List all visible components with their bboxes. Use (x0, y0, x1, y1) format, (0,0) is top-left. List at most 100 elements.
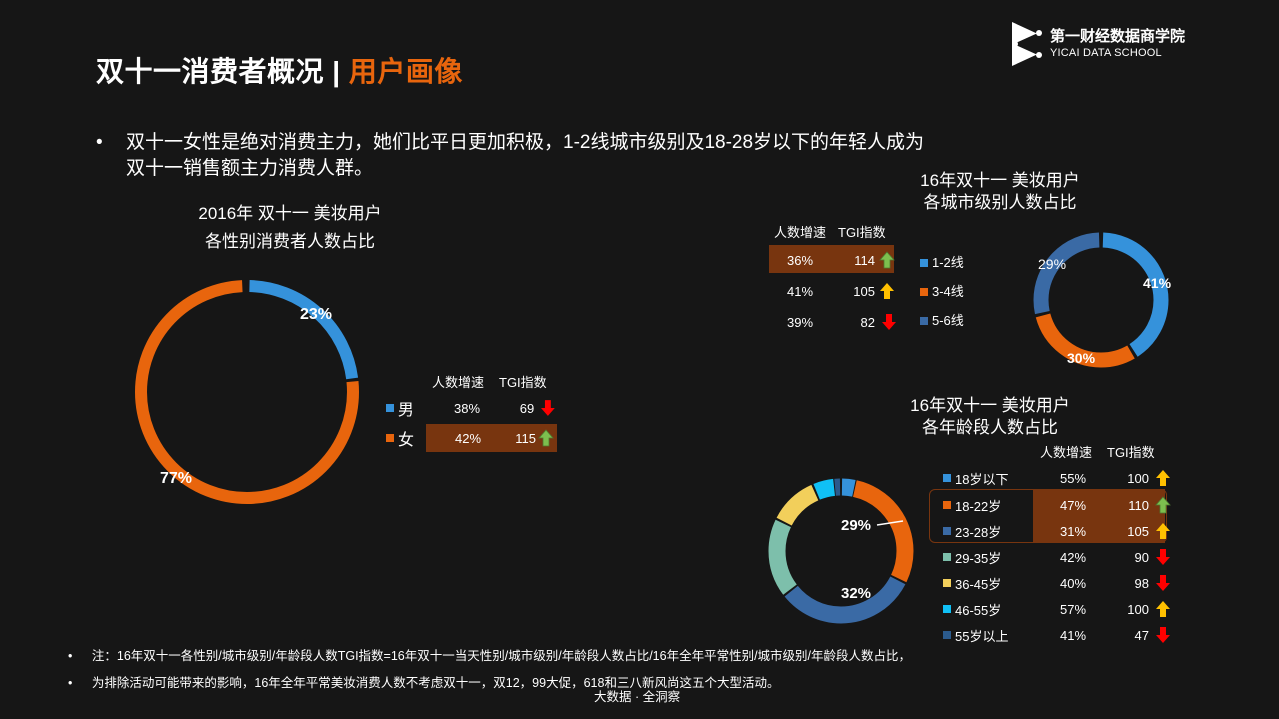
age-growth: 47% (1059, 497, 1087, 513)
gender-label: 女 (398, 432, 415, 449)
note-2-text: 为排除活动可能带来的影响，16年全年平常美妆消费人数不考虑双十一，双12，99大… (91, 676, 780, 690)
age-growth: 40% (1059, 575, 1087, 591)
arrow-up-icon (879, 251, 895, 269)
age-tgi: 90 (1134, 549, 1149, 565)
gender-label: 男 (397, 402, 414, 419)
age-header-tgi: TGI指数 (1107, 445, 1155, 460)
age-label: 23-28岁 (955, 524, 1002, 540)
page-title: 双十一消费者概况 | 用户画像 (96, 50, 463, 90)
footer-slogan: 大数据 · 全洞察 (594, 690, 681, 704)
title-accent: 用户画像 (348, 56, 463, 87)
city-tgi: 105 (853, 283, 875, 299)
arrow-down-icon (1155, 574, 1171, 592)
age-row: 36-45岁 40% 98 (943, 569, 1171, 597)
age-slice-18-22 (768, 478, 914, 624)
gender-growth: 42% (454, 430, 482, 446)
city-row-highlight (769, 245, 894, 273)
arrow-down-icon (1155, 548, 1171, 566)
city-title-line2: 各城市级别人数占比 (923, 193, 1077, 212)
legend-swatch (920, 288, 928, 296)
arrow-down-icon (1155, 626, 1171, 644)
city-row: 36% 114 (769, 246, 895, 274)
bullet-line-1: 双十一女性是绝对消费主力，她们比平日更加积极，1-2线城市级别及18-28岁以下… (126, 132, 925, 153)
legend-swatch (943, 553, 951, 561)
gender-label-female: 77% (160, 470, 192, 487)
age-tgi: 47 (1134, 627, 1149, 643)
age-header-growth: 人数增速 (1040, 445, 1093, 460)
city-header-tgi: TGI指数 (838, 225, 886, 240)
age-label-23-28: 32% (841, 585, 871, 602)
age-chart-title: 16年双十一 美妆用户 各年龄段人数占比 (880, 395, 1100, 439)
legend-swatch-female (386, 434, 394, 442)
age-row: 18岁以下 55% 100 (943, 464, 1171, 492)
legend-label: 1-2线 (932, 255, 964, 270)
arrow-down-icon (540, 399, 556, 417)
legend-swatch (943, 579, 951, 587)
age-growth: 42% (1059, 549, 1087, 565)
gender-header-growth: 人数增速 (432, 375, 485, 390)
gender-title-line1: 2016年 双十一 美妆用户 (198, 204, 382, 223)
arrow-down-icon (881, 313, 897, 331)
note-bullet: • (68, 649, 73, 663)
legend-label: 3-4线 (932, 284, 964, 299)
age-title-line1: 16年双十一 美妆用户 (910, 396, 1070, 415)
age-tgi: 110 (1128, 497, 1149, 513)
age-slice-29-35 (768, 478, 914, 624)
age-row: 18-22岁 47% 110 (943, 491, 1171, 519)
gender-header-tgi: TGI指数 (499, 375, 547, 390)
age-slice-23-28 (768, 478, 914, 624)
age-row: 55岁以上 41% 47 (943, 621, 1171, 649)
logo-cn: 第一财经数据商学院 (1050, 28, 1186, 45)
legend-swatch (943, 474, 951, 482)
bullet-dot: • (96, 132, 103, 153)
city-growth: 36% (786, 252, 814, 268)
gender-row-female: 女 42% 115 (386, 424, 556, 452)
age-label: 18岁以下 (955, 471, 1009, 487)
legend-swatch (943, 501, 951, 509)
legend-swatch (943, 631, 951, 639)
legend-swatch (943, 605, 951, 613)
gender-slice-female (135, 280, 359, 504)
arrow-up-icon (538, 429, 554, 447)
city-slice-1-2 (1033, 232, 1169, 368)
logo: 第一财经数据商学院 YICAI DATA SCHOOL (1010, 20, 1185, 68)
legend-swatch-male (386, 404, 394, 412)
title-main: 双十一消费者概况 | (96, 56, 349, 87)
legend-swatch (920, 259, 928, 267)
note-bullet: • (68, 676, 73, 690)
logo-en: YICAI DATA SCHOOL (1050, 47, 1162, 59)
city-donut: 41% 30% 29% (1033, 232, 1172, 368)
legend-item-5-6: 5-6线 (920, 310, 964, 329)
arrow-up-icon (1155, 496, 1171, 514)
arrow-up-icon (1155, 469, 1171, 487)
age-label: 29-35岁 (955, 550, 1002, 566)
city-header-growth: 人数增速 (774, 225, 827, 240)
city-growth: 41% (786, 283, 814, 299)
note-2: • 为排除活动可能带来的影响，16年全年平常美妆消费人数不考虑双十一，双12，9… (68, 672, 779, 691)
age-tgi: 100 (1127, 470, 1149, 486)
city-slice-3-4 (1033, 232, 1169, 368)
age-highlight-bg (1033, 489, 1165, 543)
gender-label-male: 23% (300, 306, 332, 323)
legend-swatch (920, 317, 928, 325)
gender-title-line2: 各性别消费者人数占比 (205, 232, 375, 251)
gender-growth: 38% (454, 400, 481, 416)
city-tgi: 114 (854, 252, 875, 268)
legend-swatch (943, 527, 951, 535)
city-chart-title: 16年双十一 美妆用户 各城市级别人数占比 (880, 170, 1120, 214)
age-label: 55岁以上 (955, 628, 1009, 644)
age-donut: 29% 32% (768, 478, 914, 624)
legend-item-1-2: 1-2线 (920, 252, 964, 271)
summary-bullet: • 双十一女性是绝对消费主力，她们比平日更加积极，1-2线城市级别及18-28岁… (96, 130, 1056, 182)
age-growth: 41% (1059, 627, 1087, 643)
note-1-text: 注：16年双十一各性别/城市级别/年龄段人数TGI指数=16年双十一当天性别/城… (91, 649, 912, 663)
bullet-line-2: 双十一销售额主力消费人群。 (126, 158, 374, 179)
city-row: 39% 82 (769, 308, 897, 336)
age-growth: 31% (1059, 523, 1087, 539)
age-tgi: 98 (1134, 575, 1149, 591)
age-growth: 57% (1059, 601, 1087, 617)
gender-tgi: 69 (519, 400, 535, 416)
city-title-line1: 16年双十一 美妆用户 (920, 171, 1080, 190)
gender-chart-title: 2016年 双十一 美妆用户 各性别消费者人数占比 (160, 200, 420, 256)
age-row: 46-55岁 57% 100 (943, 595, 1171, 623)
